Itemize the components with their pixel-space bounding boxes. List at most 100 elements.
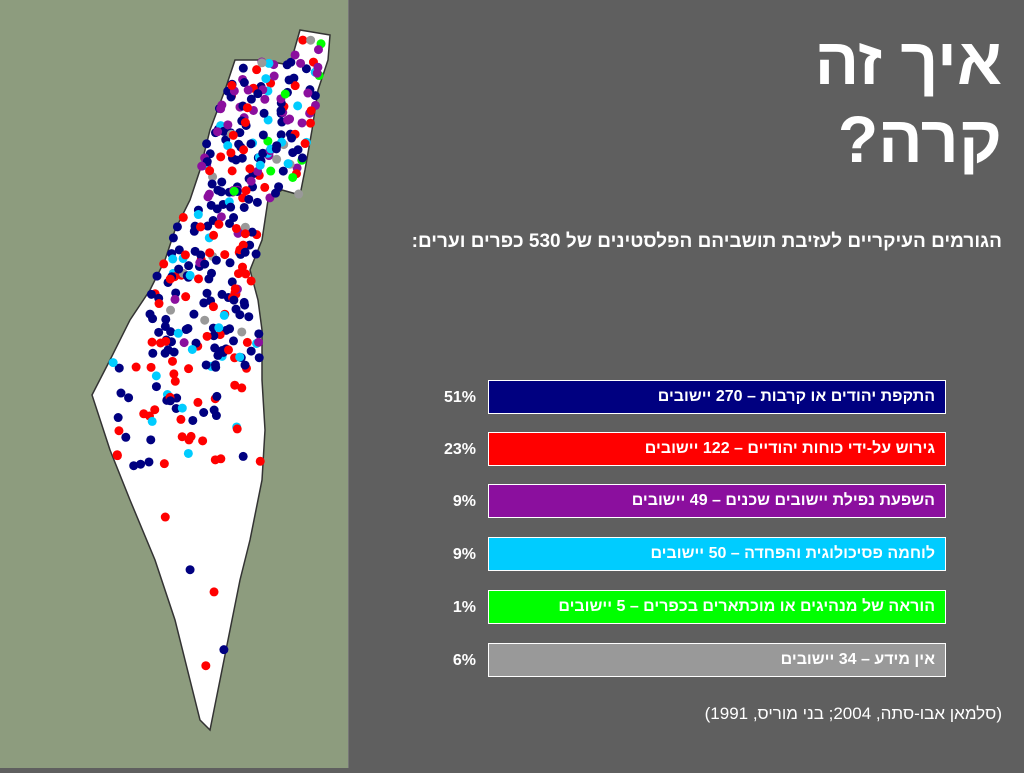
village-dot bbox=[263, 115, 273, 125]
village-dot bbox=[212, 391, 222, 401]
village-dot bbox=[297, 118, 307, 128]
village-dot bbox=[146, 362, 156, 372]
title: איך זה קרה? bbox=[815, 22, 1002, 178]
village-dot bbox=[300, 139, 310, 149]
village-dot bbox=[269, 71, 279, 81]
village-dot bbox=[272, 154, 282, 164]
percent: 23% bbox=[443, 441, 476, 458]
village-dot bbox=[114, 363, 124, 373]
village-dot bbox=[240, 360, 250, 370]
village-dot bbox=[189, 309, 199, 319]
village-dot bbox=[147, 337, 157, 347]
village-dot bbox=[121, 432, 131, 442]
village-dot bbox=[207, 179, 217, 189]
village-dot bbox=[208, 302, 218, 312]
village-dot bbox=[310, 91, 320, 101]
village-dot bbox=[313, 62, 323, 72]
legend-row: 1% הוראה של מנהיגים או מוכתארים בכפרים – … bbox=[420, 590, 946, 626]
village-dot bbox=[283, 159, 293, 169]
village-dot bbox=[232, 424, 242, 434]
village-dot bbox=[247, 227, 257, 237]
village-dot bbox=[252, 65, 262, 75]
village-dot bbox=[216, 454, 226, 464]
legend-box: אין מידע – 34 יישובים bbox=[488, 643, 946, 677]
village-dot bbox=[290, 50, 300, 60]
village-dot bbox=[148, 348, 158, 358]
village-dot bbox=[184, 261, 194, 271]
village-dot bbox=[160, 321, 170, 331]
village-dot bbox=[226, 202, 236, 212]
village-dot bbox=[200, 315, 210, 325]
village-dot bbox=[193, 274, 203, 284]
village-dot bbox=[240, 117, 250, 127]
village-dot bbox=[202, 288, 212, 298]
village-dot bbox=[228, 336, 238, 346]
legend-box: לוחמה פסיכולוגית והפחדה – 50 יישובים bbox=[488, 537, 946, 571]
village-dot bbox=[201, 661, 211, 671]
village-dot bbox=[216, 212, 226, 222]
village-dot bbox=[228, 130, 238, 140]
village-dot bbox=[244, 312, 254, 322]
village-dot bbox=[214, 219, 224, 229]
village-dot bbox=[240, 222, 250, 232]
village-dot bbox=[246, 276, 256, 286]
village-dot bbox=[196, 250, 206, 260]
village-dot bbox=[200, 259, 210, 269]
village-dot bbox=[202, 139, 212, 149]
village-dot bbox=[240, 300, 250, 310]
village-dot bbox=[124, 393, 134, 403]
village-dot bbox=[148, 314, 158, 324]
village-dot bbox=[165, 274, 175, 284]
village-dot bbox=[242, 337, 252, 347]
village-dot bbox=[216, 104, 226, 114]
village-dot bbox=[154, 327, 164, 337]
village-dot bbox=[246, 94, 256, 104]
village-dot bbox=[213, 127, 223, 137]
village-dot bbox=[264, 58, 274, 68]
village-dot bbox=[129, 461, 139, 471]
village-dot bbox=[146, 289, 156, 299]
legend-row: 23% גירוש על-ידי כוחות יהודיים – 122 יישו… bbox=[420, 432, 946, 468]
village-dot bbox=[229, 213, 239, 223]
legend-box: התקפת יהודים או קרבות – 270 יישובים bbox=[488, 380, 946, 414]
village-dot bbox=[233, 269, 243, 279]
subtitle: הגורמים העיקריים לעזיבת תושביהם הפלסטיני… bbox=[411, 231, 1002, 252]
village-dot bbox=[254, 353, 264, 363]
village-dot bbox=[131, 362, 141, 372]
village-dot bbox=[199, 408, 209, 418]
village-dot bbox=[114, 426, 124, 436]
village-dot bbox=[276, 106, 286, 116]
village-dot bbox=[229, 186, 239, 196]
village-dot bbox=[203, 192, 213, 202]
village-dot bbox=[176, 414, 186, 424]
village-dot bbox=[205, 166, 215, 176]
village-dot bbox=[209, 587, 219, 597]
village-dot bbox=[193, 210, 203, 220]
village-dot bbox=[139, 409, 149, 419]
village-dot bbox=[185, 565, 195, 575]
village-dot bbox=[254, 337, 264, 347]
village-dot bbox=[306, 106, 316, 116]
village-dot bbox=[203, 221, 213, 231]
village-dot bbox=[229, 295, 239, 305]
village-dot bbox=[238, 451, 248, 461]
village-dot bbox=[245, 240, 255, 250]
village-dot bbox=[246, 346, 256, 356]
village-dot bbox=[147, 416, 157, 426]
village-dot bbox=[227, 166, 237, 176]
village-dot bbox=[144, 457, 154, 467]
village-dot bbox=[211, 255, 221, 265]
village-dot bbox=[113, 413, 123, 423]
village-dot bbox=[174, 245, 184, 255]
village-dot bbox=[151, 371, 161, 381]
village-dot bbox=[161, 314, 171, 324]
village-dot bbox=[116, 388, 126, 398]
village-dot bbox=[261, 74, 271, 84]
village-dot bbox=[226, 148, 236, 158]
village-dot bbox=[212, 204, 222, 214]
village-dot bbox=[188, 415, 198, 425]
village-dot bbox=[282, 60, 292, 70]
village-dot bbox=[296, 58, 306, 68]
village-dot bbox=[225, 258, 235, 268]
